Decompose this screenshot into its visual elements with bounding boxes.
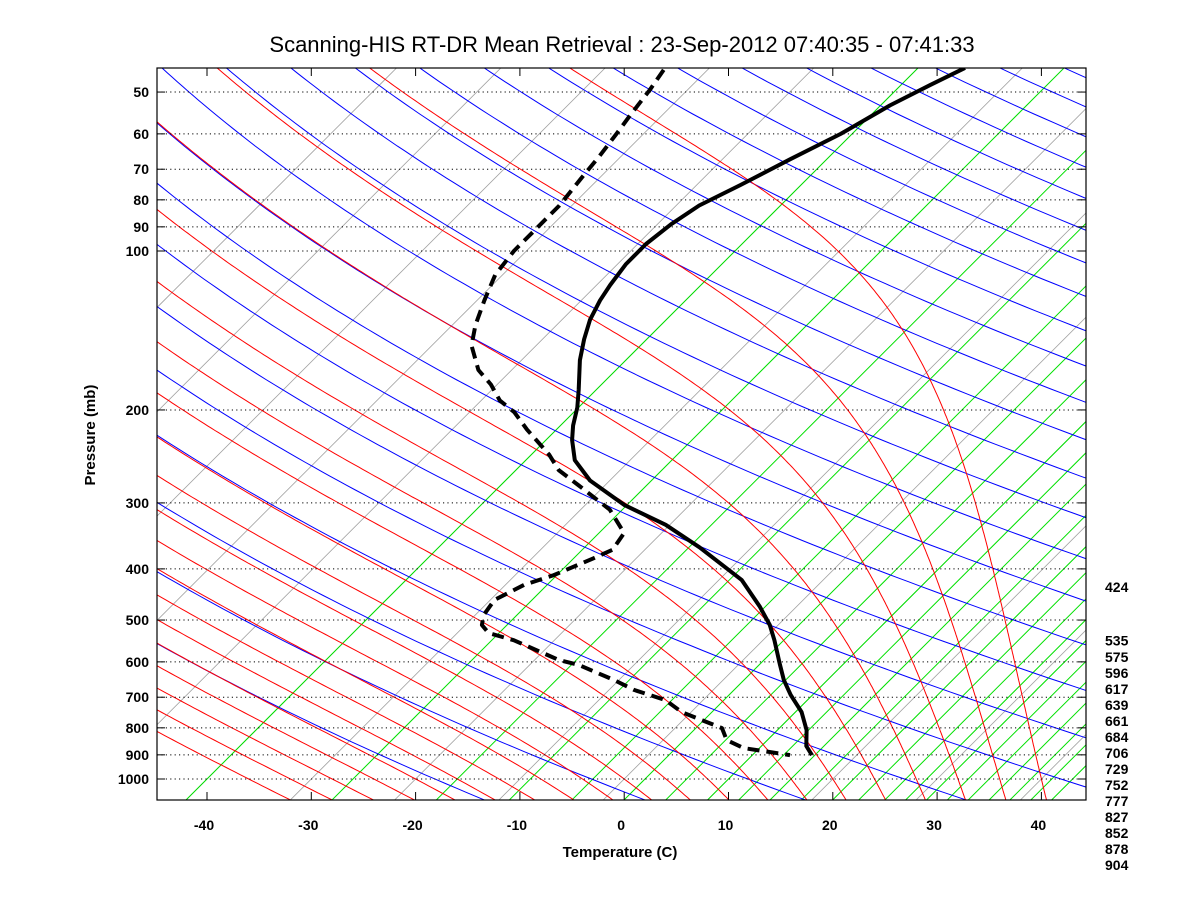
x-tick-label: -10 [507,817,527,833]
right-pressure-label: 706 [1105,745,1129,761]
isotherm-line [71,41,841,811]
green-reference-line [957,41,1200,811]
y-tick-label: 50 [133,84,149,100]
right-pressure-labels: 4245355755966176396616847067297527778278… [1105,579,1129,873]
dry-adiabat-line [0,45,1000,811]
right-pressure-label: 596 [1105,665,1129,681]
right-pressure-label: 424 [1105,579,1129,595]
right-pressure-label: 904 [1105,857,1129,873]
green-reference-line [848,41,1200,811]
green-reference-line [895,41,1200,811]
dry-adiabat-line [827,45,1200,811]
green-reference-line [916,41,1200,811]
isotherm-line [0,41,736,811]
x-tick-labels: -40 -30 -20 -10 0 10 20 30 40 [194,817,1047,833]
moist-adiabat-line [189,43,969,809]
green-reference-line [978,41,1200,811]
y-tick-label: 80 [133,192,149,208]
dry-adiabat-line [263,45,1200,811]
moist-adiabat-line [0,43,350,809]
green-reference-line [175,41,945,811]
x-tick-label: 40 [1031,817,1047,833]
moist-adiabat-line [0,43,737,809]
moist-adiabat-line [0,43,663,809]
moist-adiabat-line [0,43,431,809]
right-pressure-label: 639 [1105,697,1129,713]
green-reference-line [874,41,1200,811]
moist-adiabat-line [0,43,308,809]
dry-adiabat-line [138,45,1200,811]
background-lines [0,41,1200,811]
y-axis-label: Pressure (mb) [82,385,99,486]
chart-title: Scanning-HIS RT-DR Mean Retrieval : 23-S… [269,32,974,57]
dry-adiabat-line [764,45,1200,811]
x-axis-label: Temperature (C) [563,844,678,861]
y-tick-label: 60 [133,126,149,142]
right-pressure-label: 777 [1105,793,1129,809]
moist-adiabat-line [0,43,510,809]
right-pressure-label: 575 [1105,649,1129,665]
y-tick-label: 600 [126,654,150,670]
y-tick-label: 500 [126,612,150,628]
dry-adiabat-line [75,45,1200,811]
right-pressure-label: 827 [1105,809,1129,825]
right-pressure-label: 617 [1105,681,1129,697]
y-tick-label: 100 [126,243,150,259]
isotherm-line [0,41,528,811]
green-reference-line [321,41,1091,811]
x-tick-label: -30 [298,817,318,833]
y-tick-label: 90 [133,219,149,235]
right-pressure-label: 878 [1105,841,1129,857]
moist-adiabat-line [0,43,471,809]
right-pressure-label: 535 [1105,633,1129,649]
right-pressure-label: 752 [1105,777,1129,793]
profiles [472,68,966,755]
isotherm-line [801,41,1200,811]
x-tick-label: -40 [194,817,214,833]
green-reference-line [790,41,1200,811]
y-tick-label: 70 [133,161,149,177]
dry-adiabat-line [388,45,1200,811]
right-pressure-label: 684 [1105,729,1129,745]
right-pressure-label: 852 [1105,825,1129,841]
dry-adiabat-line [514,45,1200,811]
right-pressure-label: 661 [1105,713,1129,729]
isotherm-line [279,41,1049,811]
y-tick-labels: 50 60 70 80 90 100 200 300 400 500 600 700 800 900 100… [118,84,149,787]
y-tick-label: 700 [126,689,150,705]
moist-adiabat-line [0,43,700,809]
y-tick-label: 400 [126,561,150,577]
y-tick-label: 200 [126,402,150,418]
x-tick-label: 0 [617,817,625,833]
green-reference-line [425,41,1195,811]
y-tick-label: 300 [126,495,150,511]
x-tick-label: -20 [402,817,422,833]
y-tick-label: 800 [126,720,150,736]
x-tick-label: 20 [822,817,838,833]
temperature-profile-line [572,68,965,755]
y-tick-label: 900 [126,747,150,763]
y-tick-label: 1000 [118,771,149,787]
x-tick-label: 30 [926,817,942,833]
dry-adiabat-line [201,45,1200,811]
moist-adiabat-line [0,43,813,809]
green-reference-line [999,41,1200,811]
pressure-gridlines [157,92,1086,779]
right-pressure-label: 729 [1105,761,1129,777]
x-tick-label: 10 [718,817,734,833]
